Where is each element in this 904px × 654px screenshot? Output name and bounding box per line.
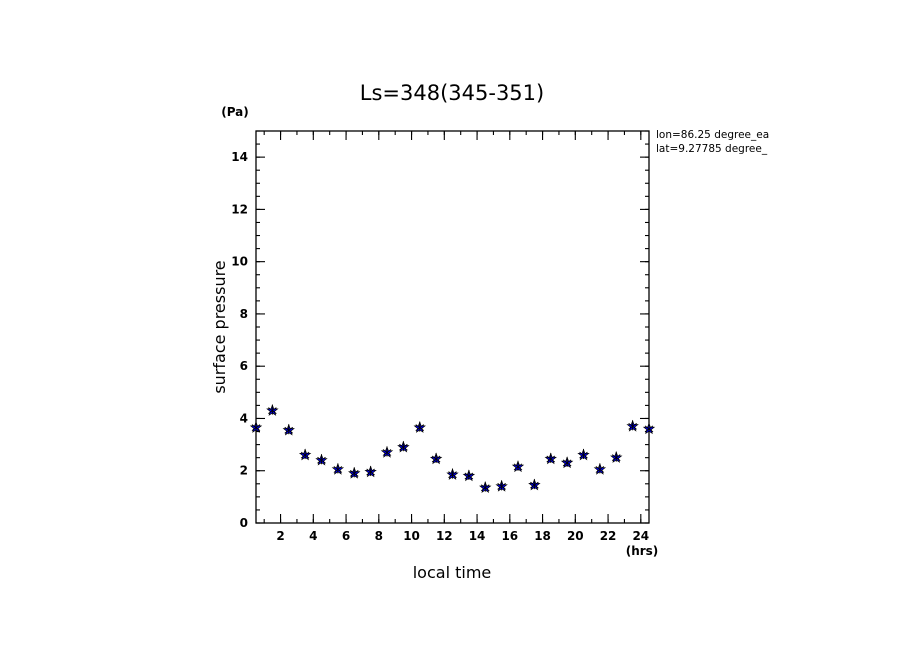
data-point (446, 468, 459, 480)
annotation-lon: lon=86.25 degree_ea (656, 129, 769, 141)
data-point (348, 466, 361, 479)
x-tick-label: 8 (375, 529, 383, 543)
data-point (249, 421, 263, 433)
data-point (511, 460, 525, 473)
x-tick-label: 20 (567, 529, 584, 543)
x-tick-label: 2 (276, 529, 284, 543)
data-point (282, 423, 295, 436)
x-tick-label: 4 (309, 529, 317, 543)
axis-ticks (256, 130, 649, 524)
y-tick-label: 6 (240, 359, 248, 373)
x-tick-label: 22 (600, 529, 617, 543)
y-unit-label: (Pa) (221, 105, 249, 119)
data-point (610, 451, 623, 463)
data-point (413, 421, 426, 433)
data-point (528, 478, 541, 491)
data-point (544, 452, 557, 465)
data-point (642, 422, 656, 435)
data-point (577, 448, 590, 461)
y-tick-label: 2 (240, 464, 248, 478)
x-tick-label: 12 (436, 529, 453, 543)
x-tick-label: 18 (534, 529, 551, 543)
data-point (495, 479, 508, 492)
data-point (380, 445, 394, 458)
x-tick-label: 16 (501, 529, 518, 543)
annotation-lat: lat=9.27785 degree_ (656, 143, 768, 155)
data-point (429, 452, 443, 465)
y-tick-label: 8 (240, 307, 248, 321)
data-point (331, 462, 345, 475)
y-axis-label: surface pressure (210, 260, 229, 393)
data-point (266, 404, 279, 416)
data-point (593, 462, 607, 475)
data-point (364, 465, 377, 478)
y-tick-label: 12 (231, 202, 248, 216)
data-points (249, 404, 656, 493)
data-point (560, 456, 574, 469)
x-unit-label: (hrs) (626, 544, 659, 558)
x-axis-label: local time (413, 563, 492, 582)
x-tick-label: 10 (403, 529, 420, 543)
data-point (462, 469, 476, 482)
x-tick-label: 6 (342, 529, 350, 543)
y-tick-label: 10 (231, 255, 248, 269)
y-tick-label: 14 (231, 150, 248, 164)
data-point (479, 481, 492, 493)
data-point (315, 453, 328, 466)
chart-title: Ls=348(345-351) (360, 81, 544, 105)
x-tick-label: 14 (469, 529, 486, 543)
plot-frame (255, 130, 650, 524)
y-tick-label: 4 (240, 411, 248, 425)
data-point (397, 440, 410, 453)
data-point (626, 419, 639, 432)
y-tick-label: 0 (240, 516, 248, 530)
x-tick-label: 24 (632, 529, 649, 543)
data-point (298, 448, 312, 461)
